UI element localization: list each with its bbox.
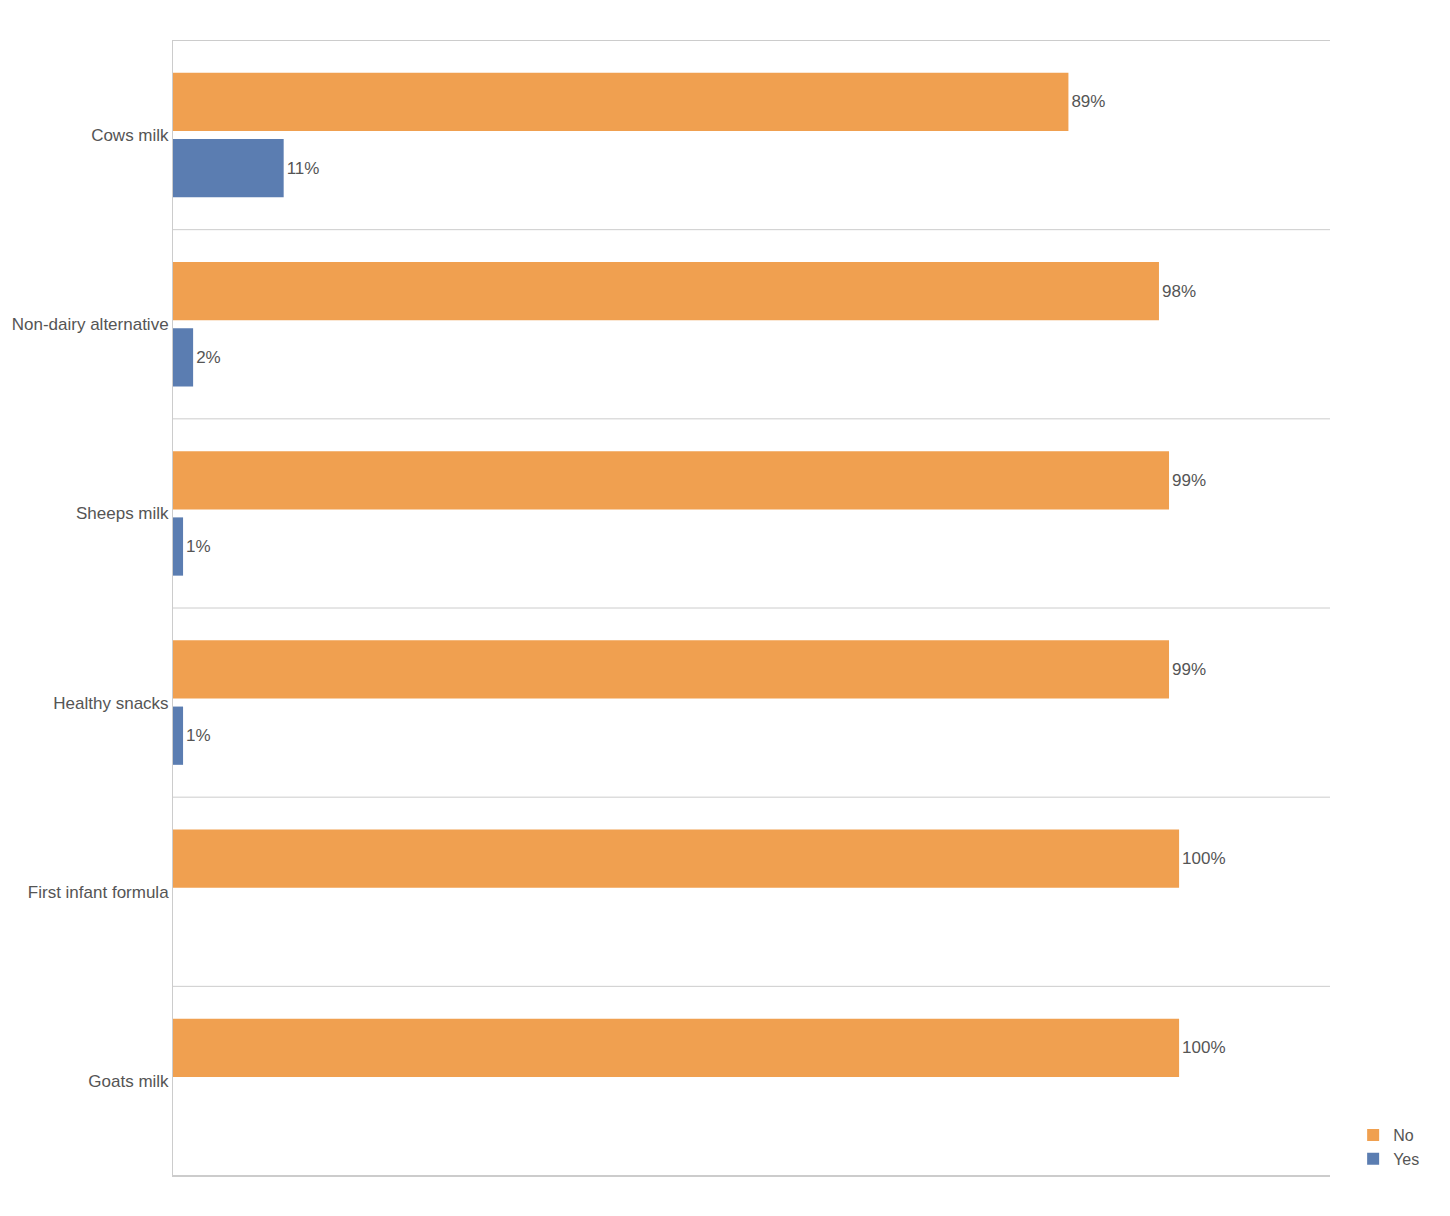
svg-text:1%: 1% — [186, 537, 211, 556]
svg-text:1%: 1% — [186, 726, 211, 745]
svg-text:Healthy snacks: Healthy snacks — [53, 694, 168, 713]
svg-text:100%: 100% — [1182, 849, 1225, 868]
svg-text:99%: 99% — [1172, 471, 1206, 490]
svg-text:No: No — [1393, 1127, 1414, 1144]
svg-text:Yes: Yes — [1393, 1151, 1419, 1168]
svg-text:2%: 2% — [196, 348, 221, 367]
svg-text:Non-dairy alternative: Non-dairy alternative — [12, 315, 169, 334]
svg-text:98%: 98% — [1162, 282, 1196, 301]
svg-text:99%: 99% — [1172, 660, 1206, 679]
svg-text:First infant formula: First infant formula — [28, 883, 169, 902]
svg-text:100%: 100% — [1182, 1038, 1225, 1057]
svg-text:Goats milk: Goats milk — [88, 1072, 169, 1091]
svg-text:Cows milk: Cows milk — [91, 126, 169, 145]
svg-text:Sheeps milk: Sheeps milk — [76, 504, 169, 523]
svg-text:89%: 89% — [1071, 92, 1105, 111]
svg-text:11%: 11% — [287, 159, 320, 178]
